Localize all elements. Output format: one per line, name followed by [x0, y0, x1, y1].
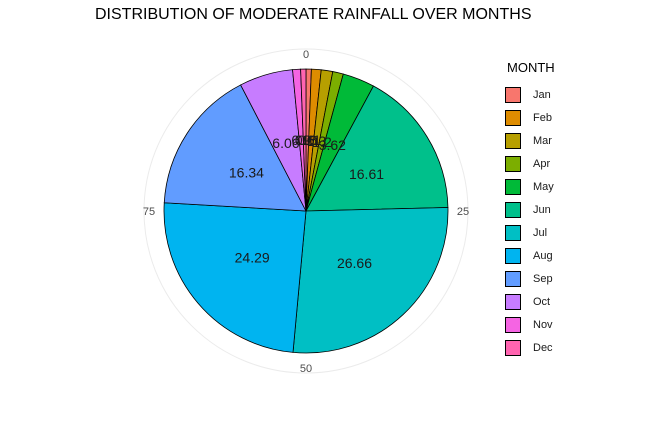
- legend-swatch: [505, 132, 521, 149]
- data-label-mar: 1.3: [307, 133, 327, 149]
- legend-swatch: [505, 270, 521, 287]
- legend-label: Mar: [533, 134, 552, 147]
- data-label-feb: 1.1: [301, 132, 321, 148]
- pie-slices: [163, 68, 449, 354]
- axis-ticks: 0 25 50 75: [143, 49, 469, 375]
- legend-swatch: [505, 293, 521, 310]
- legend-item-dec: Dec: [505, 336, 555, 359]
- legend-label: May: [533, 180, 554, 193]
- legend-label: Feb: [533, 111, 552, 124]
- legend-item-oct: Oct: [505, 290, 555, 313]
- data-label-aug: 24.29: [235, 249, 270, 265]
- legend-item-may: May: [505, 175, 555, 198]
- legend-label: Apr: [533, 157, 551, 170]
- legend-item-apr: Apr: [505, 152, 555, 175]
- legend-swatch: [505, 339, 521, 356]
- legend-item-nov: Nov: [505, 313, 555, 336]
- legend-swatch: [505, 201, 521, 218]
- legend-title: MONTH: [507, 60, 555, 75]
- data-label-jan: 0.6: [298, 132, 318, 148]
- legend-item-jun: Jun: [505, 198, 555, 221]
- axis-tick-75: 75: [143, 206, 155, 218]
- data-label-jul: 26.66: [337, 255, 372, 271]
- data-label-dec: 0.6: [295, 132, 315, 148]
- legend-swatch: [505, 224, 521, 241]
- legend-label: Aug: [533, 249, 553, 262]
- data-label-oct: 6.06: [272, 135, 299, 151]
- legend-swatch: [505, 178, 521, 195]
- axis-tick-25: 25: [457, 206, 469, 218]
- data-label-apr: 1.2: [312, 134, 332, 150]
- legend-items: Jan Feb Mar Apr May Jun Jul Aug Sep Oct Nov Dec: [505, 83, 555, 359]
- legend-swatch: [505, 155, 521, 172]
- data-label-sep: 16.34: [229, 164, 264, 180]
- axis-tick-0: 0: [303, 49, 309, 61]
- pie-slice-aug: [163, 202, 307, 353]
- outer-grid-ring: [143, 48, 469, 374]
- data-label-jun: 16.61: [349, 166, 384, 182]
- legend-label: Jul: [533, 226, 548, 239]
- legend-item-sep: Sep: [505, 267, 555, 290]
- legend-label: Jun: [533, 203, 551, 216]
- legend-label: Oct: [533, 295, 551, 308]
- pie-slice-dec: [300, 68, 307, 212]
- legend-swatch: [505, 86, 521, 103]
- legend-swatch: [505, 109, 521, 126]
- pie-slice-jul: [292, 207, 449, 354]
- legend-swatch: [505, 316, 521, 333]
- legend-item-jul: Jul: [505, 221, 555, 244]
- legend-item-jan: Jan: [505, 83, 555, 106]
- pie-slice-sep: [163, 84, 307, 212]
- chart-title: DISTRIBUTION OF MODERATE RAINFALL OVER M…: [95, 6, 532, 23]
- legend-label: Jan: [533, 88, 551, 101]
- legend-label: Nov: [533, 318, 553, 331]
- pie-slice-jun: [305, 85, 449, 212]
- axis-tick-50: 50: [300, 363, 312, 375]
- legend-item-feb: Feb: [505, 106, 555, 129]
- legend-label: Sep: [533, 272, 553, 285]
- data-label-may: 3.62: [319, 137, 346, 153]
- data-label-nov: 0.9: [292, 132, 312, 148]
- legend-swatch: [505, 247, 521, 264]
- legend: MONTH Jan Feb Mar Apr May Jun Jul Aug Sep Oct Nov D…: [505, 60, 555, 359]
- legend-item-mar: Mar: [505, 129, 555, 152]
- legend-item-aug: Aug: [505, 244, 555, 267]
- legend-label: Dec: [533, 341, 553, 354]
